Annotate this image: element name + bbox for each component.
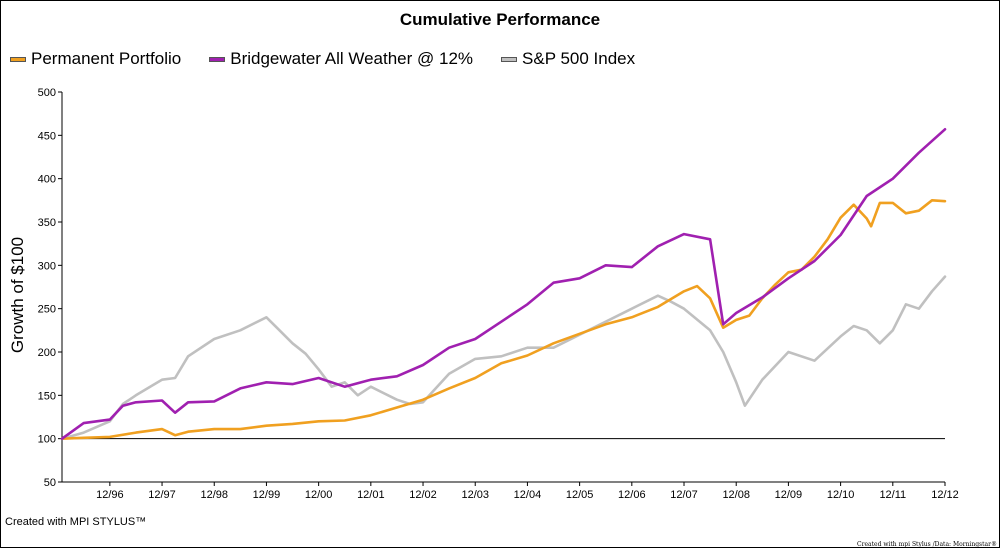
x-tick-label: 12/02 xyxy=(409,489,437,501)
chart-title: Cumulative Performance xyxy=(399,10,601,29)
y-tick-label: 100 xyxy=(38,434,56,446)
y-axis-label-box: Growth of $100 xyxy=(8,237,27,353)
x-tick-label: 12/04 xyxy=(514,489,542,501)
x-tick-label: 12/98 xyxy=(200,489,228,501)
x-tick-label: 12/06 xyxy=(618,489,646,501)
y-tick-label: 150 xyxy=(38,390,56,402)
series-line-bridgewater xyxy=(60,128,947,440)
legend-swatch-permanent-portfolio xyxy=(10,56,26,62)
y-tick-label: 200 xyxy=(38,347,56,359)
x-tick-label: 12/10 xyxy=(827,489,855,501)
legend-item-sp500: S&P 500 Index xyxy=(501,49,635,69)
x-tick-label: 12/00 xyxy=(305,489,333,501)
source-text: Created with mpi Stylus /Data: Morningst… xyxy=(857,541,997,548)
y-tick-label: 400 xyxy=(38,174,56,186)
x-tick-label: 12/03 xyxy=(461,489,489,501)
y-tick-label: 500 xyxy=(38,87,56,99)
legend-label-permanent-portfolio: Permanent Portfolio xyxy=(31,49,182,68)
x-tick-label: 12/97 xyxy=(148,489,176,501)
y-tick-label: 350 xyxy=(38,217,56,229)
legend-swatch-sp500 xyxy=(501,56,518,62)
y-tick-label: 50 xyxy=(44,477,56,489)
y-axis-label: Growth of $100 xyxy=(8,237,27,353)
legend-item-bridgewater: Bridgewater All Weather @ 12% xyxy=(209,49,473,69)
legend-label-sp500: S&P 500 Index xyxy=(522,49,636,68)
series-line-sp500 xyxy=(60,275,947,440)
x-tick-label: 12/01 xyxy=(357,489,385,501)
y-tick-label: 250 xyxy=(38,304,56,316)
x-tick-label: 12/96 xyxy=(96,489,124,501)
x-tick-label: 12/08 xyxy=(722,489,750,501)
credit-text: Created with MPI STYLUS™ xyxy=(5,516,147,528)
x-tick-label: 12/12 xyxy=(931,489,959,501)
y-tick-label: 450 xyxy=(38,130,56,142)
legend: Permanent Portfolio Bridgewater All Weat… xyxy=(10,49,663,69)
x-tick-label: 12/05 xyxy=(566,489,594,501)
y-tick-label: 300 xyxy=(38,260,56,272)
x-tick-label: 12/07 xyxy=(670,489,698,501)
legend-swatch-bridgewater xyxy=(209,56,226,62)
legend-label-bridgewater: Bridgewater All Weather @ 12% xyxy=(230,49,474,68)
x-tick-label: 12/09 xyxy=(775,489,803,501)
legend-item-permanent-portfolio: Permanent Portfolio xyxy=(10,49,181,69)
x-tick-label: 12/11 xyxy=(879,489,906,501)
x-tick-label: 12/99 xyxy=(253,489,281,501)
